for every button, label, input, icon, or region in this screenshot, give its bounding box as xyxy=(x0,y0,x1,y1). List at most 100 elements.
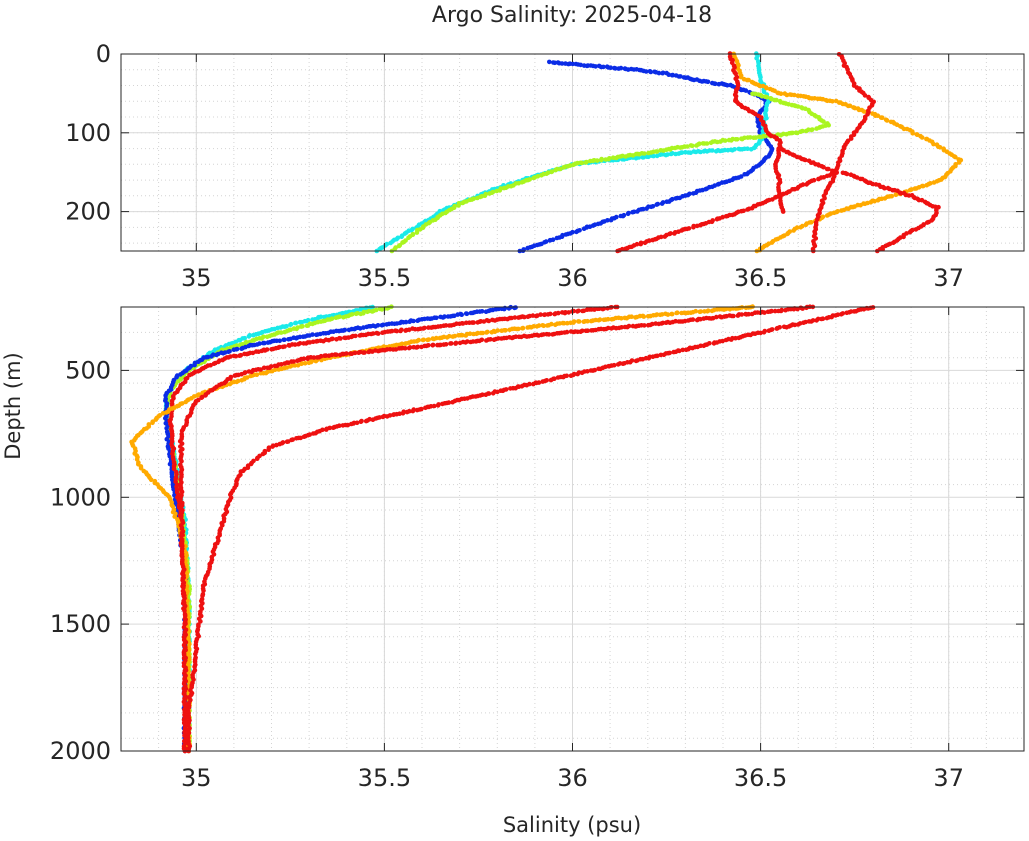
x-tick-label: 36.5 xyxy=(734,764,787,792)
x-tick-label: 37 xyxy=(933,764,964,792)
data-point xyxy=(642,240,648,246)
data-point xyxy=(847,103,853,109)
data-point xyxy=(322,314,327,320)
data-point xyxy=(341,315,346,320)
data-point xyxy=(622,324,628,330)
data-point xyxy=(653,321,658,326)
data-point xyxy=(209,354,214,359)
data-point xyxy=(272,363,278,369)
data-point xyxy=(736,146,742,152)
data-point xyxy=(589,318,594,324)
data-point xyxy=(539,173,544,178)
data-point xyxy=(550,332,555,337)
data-point xyxy=(727,307,733,312)
salinity-profile-series xyxy=(517,59,775,254)
data-point xyxy=(484,330,489,335)
salinity-profile-series xyxy=(727,51,786,214)
data-point xyxy=(407,319,412,325)
data-point xyxy=(182,608,187,614)
data-point xyxy=(893,192,899,198)
data-point xyxy=(694,223,700,229)
data-point xyxy=(633,358,639,364)
data-point xyxy=(824,315,830,321)
data-point xyxy=(691,191,696,196)
data-point xyxy=(554,235,560,241)
data-point xyxy=(276,367,282,372)
data-point xyxy=(568,320,573,326)
data-point xyxy=(182,613,188,619)
y-tick-label: 0 xyxy=(96,40,111,68)
data-point xyxy=(293,320,298,326)
y-tick-label: 2000 xyxy=(50,737,111,765)
data-point xyxy=(284,439,290,445)
data-point xyxy=(697,309,703,315)
data-point xyxy=(438,314,443,320)
data-point xyxy=(525,314,531,320)
data-point xyxy=(574,229,579,235)
data-point xyxy=(227,381,233,387)
data-point xyxy=(525,325,530,330)
data-point xyxy=(618,213,624,219)
data-point xyxy=(179,458,184,464)
data-point xyxy=(743,305,749,311)
data-point xyxy=(313,358,319,364)
data-point xyxy=(882,185,887,191)
data-point xyxy=(745,207,750,212)
data-point xyxy=(588,368,594,373)
data-point xyxy=(559,61,565,66)
data-point xyxy=(792,92,797,98)
data-point xyxy=(644,206,649,211)
data-point xyxy=(148,477,154,483)
data-point xyxy=(778,91,784,96)
data-point xyxy=(553,322,558,328)
data-point xyxy=(440,401,445,407)
data-point xyxy=(399,234,404,239)
data-point xyxy=(596,366,601,372)
data-point xyxy=(717,314,723,319)
data-point xyxy=(182,660,187,665)
data-point xyxy=(231,347,237,353)
data-point xyxy=(214,352,219,358)
data-point xyxy=(783,307,788,313)
data-point xyxy=(349,421,354,427)
data-point xyxy=(254,456,260,462)
data-point xyxy=(672,231,677,236)
salinity-profile-series xyxy=(163,304,518,754)
data-point xyxy=(566,310,571,315)
data-point xyxy=(601,317,607,323)
data-point xyxy=(844,171,850,177)
data-point xyxy=(342,335,347,341)
data-point xyxy=(615,362,621,367)
data-point xyxy=(774,326,780,331)
data-point xyxy=(346,327,352,333)
data-point xyxy=(774,97,779,103)
data-point xyxy=(232,373,238,378)
data-point xyxy=(776,181,781,187)
upper-panel-depth-0-250: 35 35.5 36 36.5 37 0 100 200 xyxy=(65,40,1025,292)
data-point xyxy=(404,409,410,415)
data-point xyxy=(766,328,772,334)
salinity-profile-series xyxy=(810,52,876,254)
data-point xyxy=(931,141,936,147)
data-point xyxy=(608,65,613,70)
data-point xyxy=(545,323,550,328)
data-point xyxy=(683,150,688,155)
data-point xyxy=(508,386,513,391)
x-axis-label: Salinity (psu) xyxy=(503,813,641,837)
data-point xyxy=(163,393,168,398)
data-point xyxy=(806,319,812,324)
data-point xyxy=(826,166,831,172)
data-point xyxy=(447,323,452,328)
data-point xyxy=(265,340,271,345)
data-point xyxy=(553,167,558,173)
data-point xyxy=(593,64,598,69)
data-point xyxy=(414,407,420,413)
data-point xyxy=(311,431,316,436)
data-point xyxy=(618,65,624,71)
data-point xyxy=(884,118,890,123)
data-point xyxy=(310,317,315,322)
data-point xyxy=(333,315,339,321)
data-point xyxy=(658,352,664,358)
data-point xyxy=(414,230,420,235)
data-point xyxy=(638,241,643,247)
